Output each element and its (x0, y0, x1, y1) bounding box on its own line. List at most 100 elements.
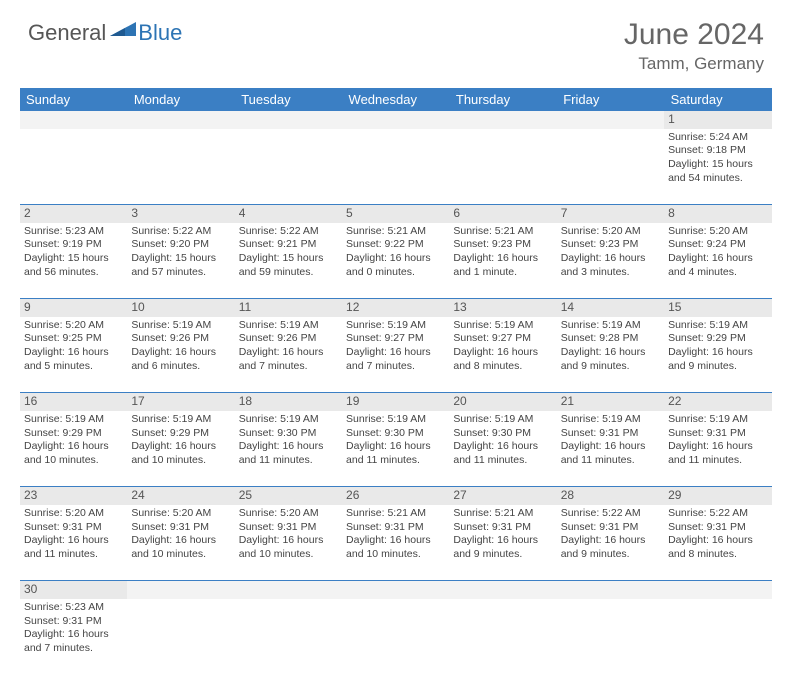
day-detail-line: and 9 minutes. (453, 548, 552, 562)
day-detail-line: Sunrise: 5:22 AM (561, 507, 660, 521)
day-detail-line: and 10 minutes. (131, 548, 230, 562)
day-detail-line: Sunset: 9:21 PM (239, 238, 338, 252)
day-detail-line: Sunrise: 5:23 AM (24, 225, 123, 239)
week-row: Sunrise: 5:20 AMSunset: 9:31 PMDaylight:… (20, 505, 772, 581)
col-thursday: Thursday (449, 88, 556, 111)
day-cell: Sunrise: 5:24 AMSunset: 9:18 PMDaylight:… (664, 129, 771, 205)
day-cell: Sunrise: 5:20 AMSunset: 9:31 PMDaylight:… (235, 505, 342, 581)
day-detail-line: and 7 minutes. (346, 360, 445, 374)
day-number-cell (235, 581, 342, 599)
day-number-cell: 15 (664, 299, 771, 317)
daynum-row: 30 (20, 581, 772, 599)
day-detail-line: and 56 minutes. (24, 266, 123, 280)
day-detail-line: Sunrise: 5:19 AM (346, 413, 445, 427)
day-detail-line: and 11 minutes. (453, 454, 552, 468)
day-number-cell: 2 (20, 205, 127, 223)
day-detail-line: and 10 minutes. (346, 548, 445, 562)
day-detail-line: Sunrise: 5:20 AM (24, 507, 123, 521)
day-detail-line: Sunset: 9:27 PM (453, 332, 552, 346)
week-row: Sunrise: 5:23 AMSunset: 9:31 PMDaylight:… (20, 599, 772, 675)
day-number-cell: 25 (235, 487, 342, 505)
day-cell: Sunrise: 5:22 AMSunset: 9:21 PMDaylight:… (235, 223, 342, 299)
day-number-cell (20, 111, 127, 129)
day-detail-line: Sunset: 9:23 PM (453, 238, 552, 252)
day-cell: Sunrise: 5:19 AMSunset: 9:31 PMDaylight:… (664, 411, 771, 487)
day-detail-line: Daylight: 16 hours (668, 252, 767, 266)
day-cell (342, 599, 449, 675)
day-cell: Sunrise: 5:21 AMSunset: 9:22 PMDaylight:… (342, 223, 449, 299)
day-detail-line: Sunrise: 5:19 AM (453, 413, 552, 427)
day-detail-line: Sunset: 9:18 PM (668, 144, 767, 158)
day-detail-line: Sunset: 9:26 PM (239, 332, 338, 346)
day-number-cell: 29 (664, 487, 771, 505)
col-friday: Friday (557, 88, 664, 111)
day-cell: Sunrise: 5:19 AMSunset: 9:29 PMDaylight:… (20, 411, 127, 487)
day-cell: Sunrise: 5:19 AMSunset: 9:31 PMDaylight:… (557, 411, 664, 487)
day-detail-line: Sunset: 9:30 PM (453, 427, 552, 441)
day-detail-line: Daylight: 16 hours (131, 440, 230, 454)
day-cell (235, 129, 342, 205)
day-number-cell: 30 (20, 581, 127, 599)
day-detail-line: Daylight: 15 hours (668, 158, 767, 172)
day-number-cell: 5 (342, 205, 449, 223)
week-row: Sunrise: 5:24 AMSunset: 9:18 PMDaylight:… (20, 129, 772, 205)
daynum-row: 2345678 (20, 205, 772, 223)
daynum-row: 9101112131415 (20, 299, 772, 317)
day-detail-line: Daylight: 16 hours (24, 440, 123, 454)
day-number-cell: 16 (20, 393, 127, 411)
day-number-cell: 12 (342, 299, 449, 317)
location: Tamm, Germany (624, 54, 764, 74)
day-detail-line: and 8 minutes. (453, 360, 552, 374)
day-detail-line: Sunrise: 5:20 AM (131, 507, 230, 521)
day-detail-line: and 10 minutes. (24, 454, 123, 468)
day-detail-line: Sunset: 9:30 PM (346, 427, 445, 441)
day-detail-line: Daylight: 15 hours (239, 252, 338, 266)
day-cell (557, 129, 664, 205)
day-detail-line: Daylight: 16 hours (453, 440, 552, 454)
day-number-cell (449, 581, 556, 599)
day-number-cell: 26 (342, 487, 449, 505)
day-number-cell: 7 (557, 205, 664, 223)
logo-text-general: General (28, 20, 106, 46)
day-detail-line: Daylight: 16 hours (561, 252, 660, 266)
day-number-cell: 19 (342, 393, 449, 411)
day-detail-line: Sunrise: 5:19 AM (561, 413, 660, 427)
day-cell: Sunrise: 5:19 AMSunset: 9:26 PMDaylight:… (127, 317, 234, 393)
day-detail-line: and 1 minute. (453, 266, 552, 280)
day-detail-line: Sunset: 9:31 PM (561, 521, 660, 535)
day-detail-line: and 11 minutes. (24, 548, 123, 562)
day-number-cell (342, 581, 449, 599)
weekday-header-row: Sunday Monday Tuesday Wednesday Thursday… (20, 88, 772, 111)
daynum-row: 23242526272829 (20, 487, 772, 505)
day-detail-line: Sunset: 9:28 PM (561, 332, 660, 346)
day-number-cell: 13 (449, 299, 556, 317)
day-number-cell (127, 111, 234, 129)
week-row: Sunrise: 5:20 AMSunset: 9:25 PM Daylight:… (20, 317, 772, 393)
logo-text-blue: Blue (138, 20, 182, 46)
day-detail-line: Sunrise: 5:22 AM (239, 225, 338, 239)
day-number-cell: 9 (20, 299, 127, 317)
day-detail-line: Sunset: 9:26 PM (131, 332, 230, 346)
day-number-cell: 4 (235, 205, 342, 223)
week-row: Sunrise: 5:23 AMSunset: 9:19 PMDaylight:… (20, 223, 772, 299)
day-detail-line: Daylight: 16 hours (239, 346, 338, 360)
day-cell: Sunrise: 5:19 AMSunset: 9:27 PMDaylight:… (449, 317, 556, 393)
day-detail-line: and 0 minutes. (346, 266, 445, 280)
day-detail-line: Sunset: 9:25 PM (24, 332, 123, 346)
day-detail-line: Daylight: 16 hours (131, 346, 230, 360)
day-detail-line: and 9 minutes. (561, 548, 660, 562)
day-number-cell (342, 111, 449, 129)
day-number-cell: 18 (235, 393, 342, 411)
day-detail-line: Sunrise: 5:21 AM (346, 225, 445, 239)
day-detail-line: Sunrise: 5:19 AM (668, 413, 767, 427)
day-detail-line: Sunrise: 5:19 AM (561, 319, 660, 333)
day-detail-line: Sunrise: 5:21 AM (453, 225, 552, 239)
day-detail-line: and 11 minutes. (346, 454, 445, 468)
day-detail-line: and 9 minutes. (561, 360, 660, 374)
day-detail-line: Sunrise: 5:19 AM (668, 319, 767, 333)
day-detail-line: Sunrise: 5:20 AM (24, 319, 123, 333)
day-detail-line: and 5 minutes. (24, 360, 123, 374)
month-title: June 2024 (624, 18, 764, 52)
day-detail-line: Sunset: 9:31 PM (453, 521, 552, 535)
day-cell: Sunrise: 5:19 AMSunset: 9:27 PMDaylight:… (342, 317, 449, 393)
